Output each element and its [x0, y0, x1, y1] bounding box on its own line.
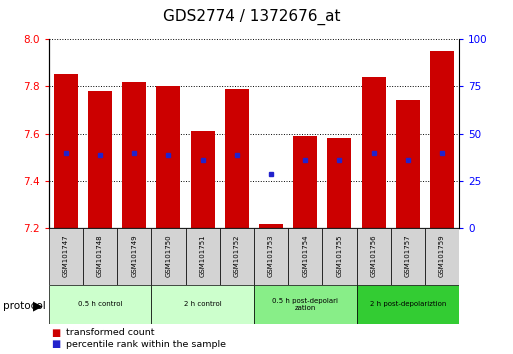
- Bar: [357, 285, 459, 324]
- Bar: [88, 91, 112, 228]
- Text: GSM101748: GSM101748: [97, 234, 103, 277]
- Bar: [54, 74, 78, 228]
- Bar: [288, 228, 322, 285]
- Text: ■: ■: [51, 339, 61, 349]
- Text: ■: ■: [51, 328, 61, 338]
- Bar: [186, 228, 220, 285]
- Bar: [122, 81, 146, 228]
- Text: transformed count: transformed count: [66, 328, 154, 337]
- Bar: [49, 285, 151, 324]
- Bar: [362, 77, 386, 228]
- Bar: [430, 51, 454, 228]
- Text: GSM101757: GSM101757: [405, 234, 411, 277]
- Bar: [396, 101, 420, 228]
- Bar: [322, 228, 357, 285]
- Bar: [117, 228, 151, 285]
- Text: 2 h post-depolariztion: 2 h post-depolariztion: [370, 302, 446, 307]
- Text: GSM101754: GSM101754: [302, 234, 308, 277]
- Text: GSM101750: GSM101750: [165, 234, 171, 277]
- Bar: [357, 228, 391, 285]
- Text: percentile rank within the sample: percentile rank within the sample: [66, 339, 226, 349]
- Bar: [259, 224, 283, 228]
- Bar: [425, 228, 459, 285]
- Bar: [220, 228, 254, 285]
- Text: GSM101755: GSM101755: [337, 234, 343, 277]
- Text: 0.5 h post-depolari
zation: 0.5 h post-depolari zation: [272, 298, 338, 311]
- Text: ▶: ▶: [33, 300, 43, 313]
- Bar: [225, 88, 249, 228]
- Text: 0.5 h control: 0.5 h control: [78, 302, 122, 307]
- Bar: [254, 228, 288, 285]
- Text: GSM101753: GSM101753: [268, 234, 274, 277]
- Bar: [49, 228, 83, 285]
- Text: GSM101752: GSM101752: [234, 234, 240, 277]
- Text: GDS2774 / 1372676_at: GDS2774 / 1372676_at: [163, 9, 340, 25]
- Text: GSM101756: GSM101756: [370, 234, 377, 277]
- Bar: [293, 136, 317, 228]
- Bar: [151, 285, 254, 324]
- Text: 2 h control: 2 h control: [184, 302, 222, 307]
- Text: GSM101747: GSM101747: [63, 234, 69, 277]
- Bar: [191, 131, 214, 228]
- Text: protocol: protocol: [3, 301, 45, 311]
- Text: GSM101749: GSM101749: [131, 234, 137, 277]
- Bar: [391, 228, 425, 285]
- Bar: [151, 228, 186, 285]
- Bar: [156, 86, 181, 228]
- Bar: [83, 228, 117, 285]
- Bar: [327, 138, 351, 228]
- Bar: [254, 285, 357, 324]
- Text: GSM101751: GSM101751: [200, 234, 206, 277]
- Text: GSM101759: GSM101759: [439, 234, 445, 277]
